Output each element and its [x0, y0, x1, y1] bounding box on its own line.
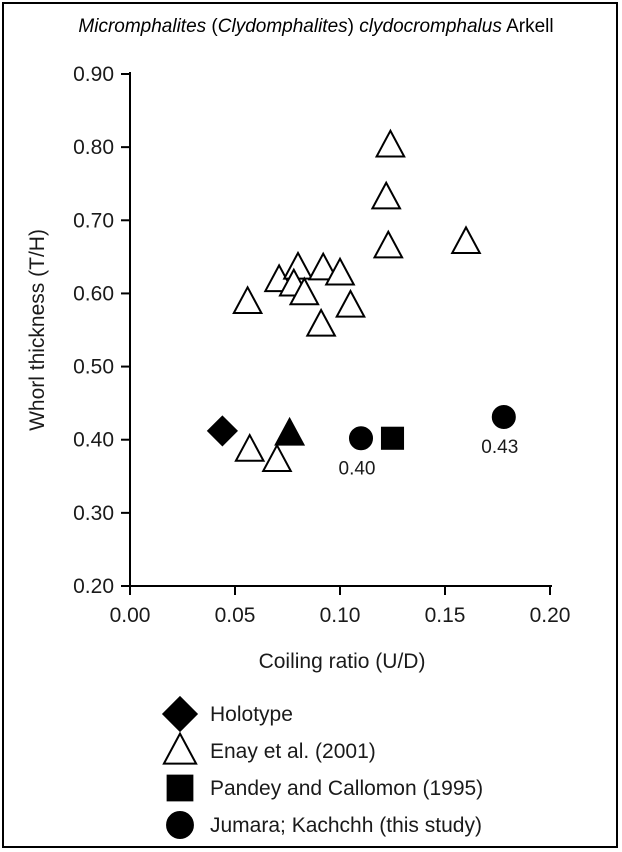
diamond-point: [206, 415, 238, 447]
title-part: ): [348, 16, 360, 37]
legend-circle-marker: [166, 811, 194, 839]
circle-point: [491, 405, 516, 430]
y-tick-label: 0.20: [73, 575, 114, 598]
triangle-point: [324, 256, 356, 286]
y-axis-label: Whorl thickness (T/H): [26, 229, 49, 431]
x-tick-label: 0.05: [215, 604, 256, 627]
legend-label: Enay et al. (2001): [210, 740, 376, 763]
data-label: 0.40: [339, 458, 376, 479]
title-part: (: [206, 16, 218, 37]
y-tick-label: 0.60: [73, 282, 114, 305]
x-tick-label: 0.00: [110, 604, 151, 627]
data-points: 0.40 0.43: [206, 128, 518, 479]
title-part: Arkell: [502, 16, 554, 37]
legend-label: Jumara; Kachchh (this study): [210, 814, 482, 837]
legend-label: Pandey and Callomon (1995): [210, 777, 483, 800]
y-tick-label: 0.90: [73, 63, 114, 86]
y-tick-label: 0.30: [73, 502, 114, 525]
x-tick-label: 0.10: [320, 604, 361, 627]
x-tick-label: 0.15: [425, 604, 466, 627]
title-part: clydocromphalus: [359, 16, 502, 37]
circle-point: [348, 426, 374, 451]
y-tick-label: 0.70: [73, 209, 114, 232]
title-part: Clydomphalites: [218, 16, 348, 37]
x-tick-label: 0.20: [530, 604, 571, 627]
triangle-point: [374, 128, 406, 158]
x-axis-label: Coiling ratio (U/D): [259, 650, 426, 673]
chart-title: Micromphalites (Clydomphalites) clydocro…: [78, 16, 553, 37]
triangle-point: [335, 288, 366, 318]
legend-triangle-marker: [162, 731, 198, 765]
legend: Holotype Enay et al. (2001) Pandey and Cal…: [161, 695, 483, 839]
triangle-point: [234, 432, 266, 462]
triangle-point: [307, 251, 339, 281]
legend-label: Holotype: [210, 703, 293, 726]
triangle-point: [370, 180, 402, 210]
triangle-point: [274, 416, 306, 446]
triangle-point: [288, 276, 320, 306]
y-tick-label: 0.50: [73, 356, 114, 379]
triangle-point: [450, 225, 482, 255]
triangle-point: [282, 250, 314, 280]
legend-square-marker: [166, 774, 194, 802]
triangle-point: [261, 443, 293, 472]
y-tick-label: 0.80: [73, 136, 114, 159]
data-label: 0.43: [481, 437, 518, 458]
y-tick-label: 0.40: [73, 429, 114, 452]
triangle-point: [305, 307, 337, 337]
tick-labels: 0.20 0.30 0.40 0.50 0.60 0.70 0.80 0.90 0.00 0.05…: [73, 63, 570, 627]
legend-diamond-marker: [161, 695, 199, 733]
triangle-point: [232, 285, 264, 315]
square-point: [380, 426, 405, 450]
title-part: Micromphalites: [78, 16, 206, 37]
triangle-point: [372, 229, 404, 259]
axes: [121, 72, 552, 595]
